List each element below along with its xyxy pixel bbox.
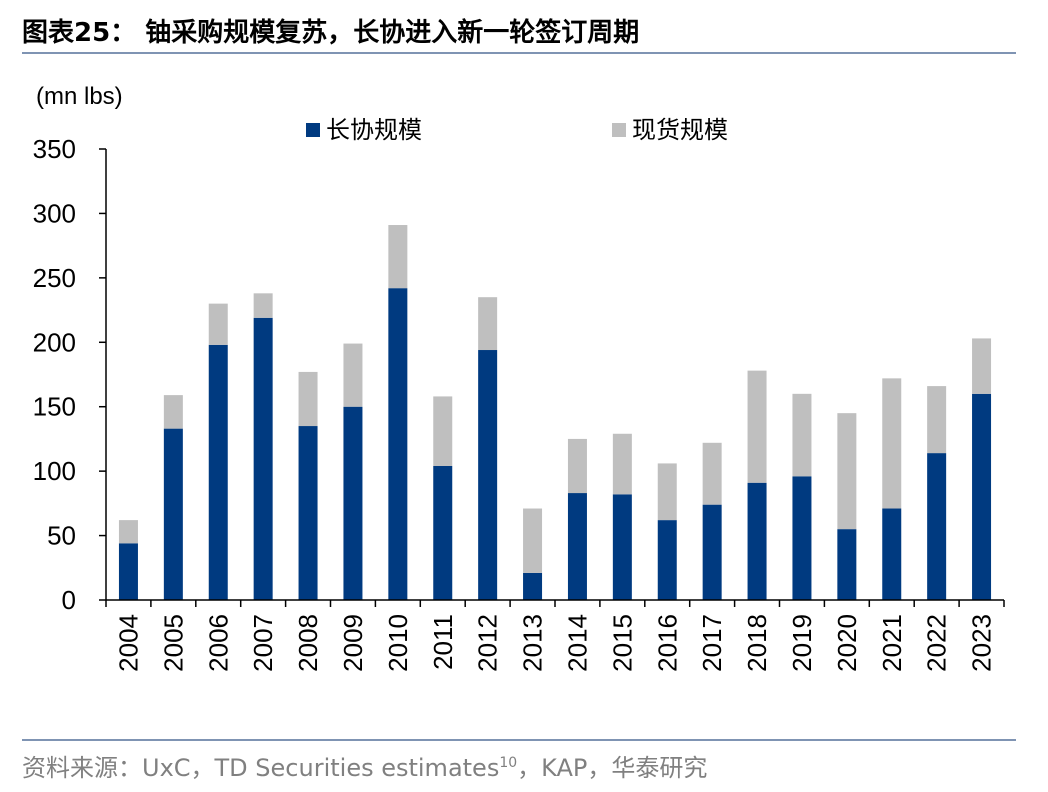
bar-spot-2010 (388, 225, 407, 288)
bar-spot-2009 (343, 344, 362, 407)
bar-spot-2020 (837, 413, 856, 529)
footer-divider (22, 739, 1016, 741)
source-footnote-number: 10 (499, 755, 517, 771)
y-tick-label: 350 (33, 134, 76, 164)
x-tick-label: 2018 (742, 614, 772, 672)
source-note: 资料来源：UxC，TD Securities estimates10，KAP，华… (22, 748, 707, 783)
bar-spot-2018 (748, 371, 767, 483)
y-tick-label: 200 (33, 327, 76, 357)
y-tick-label: 250 (33, 263, 76, 293)
y-tick-label: 100 (33, 456, 76, 486)
bar-long-term-2015 (613, 494, 632, 600)
bar-long-term-2013 (523, 573, 542, 600)
y-tick-label: 50 (47, 521, 76, 551)
bar-spot-2022 (927, 386, 946, 453)
bar-long-term-2017 (703, 505, 722, 600)
bar-long-term-2023 (972, 394, 991, 600)
bar-long-term-2019 (792, 476, 811, 600)
bar-spot-2007 (254, 293, 273, 317)
bar-spot-2004 (119, 520, 138, 543)
x-tick-label: 2010 (383, 614, 413, 672)
x-tick-label: 2020 (832, 614, 862, 672)
bar-spot-2015 (613, 434, 632, 495)
x-tick-label: 2014 (562, 614, 592, 672)
bar-spot-2011 (433, 396, 452, 466)
x-tick-label: 2021 (877, 614, 907, 672)
title-divider (22, 52, 1016, 54)
bar-long-term-2005 (164, 429, 183, 600)
y-tick-label: 150 (33, 392, 76, 422)
legend-label: 现货规模 (632, 117, 728, 144)
x-tick-label: 2004 (113, 614, 143, 672)
bar-long-term-2010 (388, 288, 407, 600)
legend-swatch (306, 123, 320, 137)
x-tick-label: 2013 (518, 614, 548, 672)
bar-long-term-2007 (254, 318, 273, 600)
bar-long-term-2016 (658, 520, 677, 600)
x-tick-label: 2012 (473, 614, 503, 672)
x-tick-label: 2022 (922, 614, 952, 672)
source-text-tail: ，KAP，华泰研究 (517, 754, 707, 782)
x-tick-label: 2007 (248, 614, 278, 672)
source-text: 资料来源：UxC，TD Securities estimates (22, 754, 499, 782)
bar-long-term-2018 (748, 483, 767, 600)
legend-swatch (612, 123, 626, 137)
bar-spot-2016 (658, 463, 677, 520)
bar-series-group (119, 225, 991, 600)
y-tick-label: 300 (33, 198, 76, 228)
bar-spot-2021 (882, 378, 901, 508)
bar-long-term-2008 (299, 426, 318, 600)
bar-long-term-2009 (343, 407, 362, 600)
bar-spot-2005 (164, 395, 183, 429)
bar-spot-2012 (478, 297, 497, 350)
x-tick-label: 2015 (607, 614, 637, 672)
y-axis-unit-label: (mn lbs) (36, 83, 123, 110)
x-tick-label: 2023 (967, 614, 997, 672)
bar-long-term-2012 (478, 350, 497, 600)
bar-spot-2013 (523, 509, 542, 573)
bar-spot-2019 (792, 394, 811, 476)
x-tick-label: 2019 (787, 614, 817, 672)
bar-long-term-2014 (568, 493, 587, 600)
bar-spot-2008 (299, 372, 318, 426)
uranium-contract-bar-chart: (mn lbs) 长协规模 现货规模 0 50 100 150 200 250 300 350 2… (0, 60, 1048, 740)
x-tick-label: 2016 (652, 614, 682, 672)
x-tick-label: 2009 (338, 614, 368, 672)
chart-title: 图表25： 铀采购规模复苏，长协进入新一轮签订周期 (22, 12, 639, 49)
chart-legend: 长协规模 现货规模 (306, 117, 728, 144)
bar-long-term-2022 (927, 453, 946, 600)
legend-label: 长协规模 (326, 117, 422, 144)
x-tick-label: 2017 (697, 614, 727, 672)
y-tick-label: 0 (62, 585, 76, 615)
bar-spot-2023 (972, 338, 991, 393)
x-tick-label: 2011 (428, 614, 458, 670)
bar-long-term-2006 (209, 345, 228, 600)
x-tick-label: 2006 (203, 614, 233, 672)
x-tick-label: 2008 (293, 614, 323, 672)
bar-long-term-2011 (433, 466, 452, 600)
x-tick-label: 2005 (158, 614, 188, 672)
bar-long-term-2020 (837, 529, 856, 600)
bar-long-term-2004 (119, 543, 138, 600)
bar-spot-2014 (568, 439, 587, 493)
bar-spot-2006 (209, 304, 228, 345)
bar-spot-2017 (703, 443, 722, 505)
bar-long-term-2021 (882, 509, 901, 600)
